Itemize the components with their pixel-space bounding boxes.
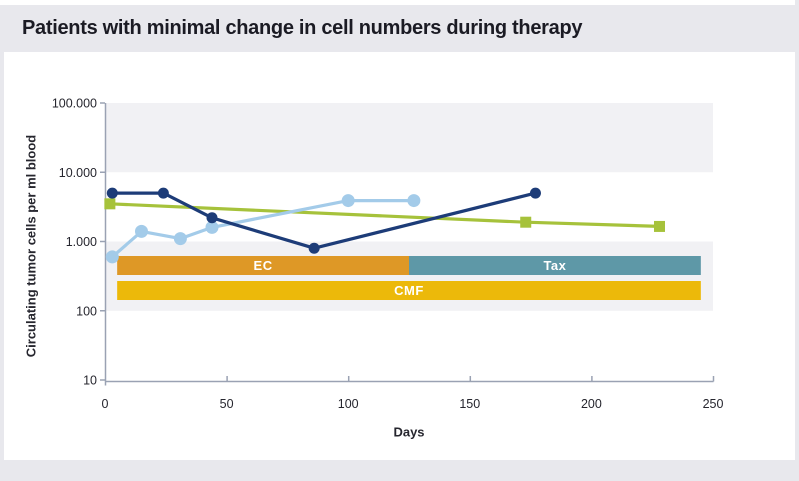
therapy-bar-label-cmf: CMF (394, 283, 424, 298)
marker-patient-light-blue-1 (134, 224, 148, 238)
chart-panel: EC Tax CMF 100.000 10.000 1.000 100 10 0 50 100 150… (4, 52, 795, 460)
x-tick-label-0: 0 (102, 397, 109, 411)
footer-strip (0, 460, 799, 481)
log-band-0 (106, 103, 713, 173)
marker-patient-light-blue-2 (173, 232, 187, 246)
marker-patient-light-blue-0 (105, 250, 119, 264)
marker-patient-green-0 (104, 198, 116, 210)
y-axis-title: Circulating tumor cells per ml blood (23, 134, 39, 358)
x-tick-label-100: 100 (338, 397, 359, 411)
right-edge-strip (795, 0, 799, 481)
x-tick-label-200: 200 (581, 397, 602, 411)
y-tick-label-10: 10 (83, 374, 97, 388)
y-tick-label-100000: 100.000 (52, 97, 97, 111)
x-tick-label-250: 250 (703, 397, 724, 411)
marker-patient-dark-blue-3 (308, 242, 320, 254)
marker-patient-dark-blue-0 (106, 187, 118, 199)
marker-patient-light-blue-4 (341, 194, 355, 208)
therapy-bar-tax (409, 256, 701, 275)
marker-patient-dark-blue-2 (206, 212, 218, 224)
x-tick-label-50: 50 (220, 397, 234, 411)
therapy-bar-label-tax: Tax (543, 258, 566, 273)
marker-patient-dark-blue-4 (529, 187, 541, 199)
y-tick-label-100: 100 (76, 304, 97, 318)
marker-patient-light-blue-5 (407, 194, 421, 208)
marker-patient-dark-blue-1 (157, 187, 169, 199)
therapy-bar-cmf (117, 281, 701, 300)
left-edge-strip (0, 52, 4, 460)
top-edge-strip (0, 0, 799, 5)
y-tick-label-1000: 1.000 (66, 235, 97, 249)
marker-patient-green-1 (520, 216, 532, 228)
therapy-bar-ec (117, 256, 409, 275)
log-band-1 (106, 241, 713, 311)
page-title: Patients with minimal change in cell num… (22, 17, 583, 39)
therapy-bar-label-ec: EC (254, 258, 273, 273)
marker-patient-light-blue-3 (205, 220, 219, 234)
x-axis-title: Days (393, 424, 425, 440)
header-band: Patients with minimal change in cell num… (0, 5, 799, 52)
marker-patient-green-2 (653, 220, 665, 232)
x-tick-label-150: 150 (459, 397, 480, 411)
y-tick-label-10000: 10.000 (59, 166, 97, 180)
